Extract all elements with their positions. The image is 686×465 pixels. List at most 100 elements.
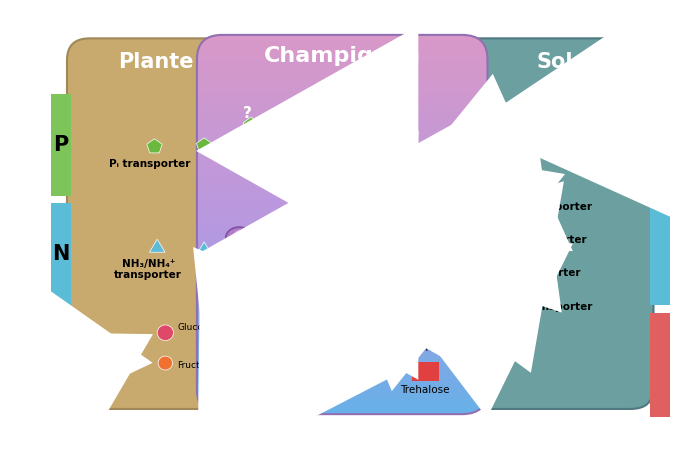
Text: P: P <box>53 135 69 155</box>
Ellipse shape <box>226 227 253 248</box>
Bar <box>197 225 488 232</box>
Text: C: C <box>53 355 69 375</box>
Ellipse shape <box>237 232 245 243</box>
Bar <box>197 357 488 365</box>
Bar <box>51 94 71 196</box>
Polygon shape <box>535 282 555 304</box>
Ellipse shape <box>458 191 466 201</box>
Circle shape <box>473 219 488 232</box>
Ellipse shape <box>454 221 466 237</box>
Bar <box>197 66 488 73</box>
Bar <box>197 376 488 384</box>
Polygon shape <box>253 226 267 237</box>
Ellipse shape <box>458 224 466 234</box>
Bar <box>197 111 488 118</box>
Ellipse shape <box>233 343 242 360</box>
Bar <box>197 364 488 371</box>
Bar <box>197 117 488 124</box>
Bar <box>212 343 237 360</box>
Polygon shape <box>552 106 569 121</box>
Bar <box>197 339 488 345</box>
Ellipse shape <box>233 246 242 264</box>
Text: Fructose: Fructose <box>177 361 215 370</box>
Polygon shape <box>521 107 538 123</box>
Bar <box>197 149 488 156</box>
Bar <box>650 94 670 196</box>
Text: ?: ? <box>216 321 222 334</box>
Bar <box>197 307 488 314</box>
Ellipse shape <box>454 254 466 270</box>
Polygon shape <box>525 183 541 196</box>
Bar <box>197 256 488 263</box>
Bar <box>197 237 488 244</box>
Bar <box>197 313 488 320</box>
Bar <box>197 142 488 150</box>
Bar <box>197 206 488 213</box>
Polygon shape <box>197 242 211 253</box>
Bar <box>197 54 488 61</box>
FancyBboxPatch shape <box>457 38 654 409</box>
Polygon shape <box>354 200 370 213</box>
Polygon shape <box>403 127 418 142</box>
Text: NO₃ transporter: NO₃ transporter <box>493 235 587 245</box>
Bar <box>197 105 488 112</box>
Bar <box>197 212 488 219</box>
Polygon shape <box>287 220 301 232</box>
Circle shape <box>285 333 300 349</box>
Bar <box>197 186 488 194</box>
Circle shape <box>537 216 554 232</box>
Ellipse shape <box>458 128 466 139</box>
Polygon shape <box>388 124 403 138</box>
Bar <box>197 275 488 282</box>
Polygon shape <box>474 121 490 136</box>
Bar <box>197 86 488 93</box>
Bar <box>650 203 670 305</box>
Text: Urea transporter: Urea transporter <box>493 302 592 312</box>
Polygon shape <box>147 139 163 153</box>
Bar <box>51 203 71 305</box>
Text: Polyphosphate: Polyphosphate <box>344 151 416 161</box>
Bar <box>197 345 488 352</box>
FancyBboxPatch shape <box>67 38 246 409</box>
Text: NH₃/NH₄⁺
transporter: NH₃/NH₄⁺ transporter <box>115 259 182 280</box>
Circle shape <box>354 233 370 249</box>
Ellipse shape <box>447 252 474 272</box>
Bar <box>197 218 488 226</box>
Circle shape <box>157 325 174 340</box>
Text: Trehalose: Trehalose <box>401 385 450 395</box>
Polygon shape <box>150 239 165 252</box>
Bar <box>197 332 488 339</box>
Bar <box>197 231 488 238</box>
Bar <box>197 389 488 396</box>
Text: Sol: Sol <box>537 52 573 72</box>
Bar <box>197 370 488 377</box>
Ellipse shape <box>447 186 474 206</box>
Bar <box>197 281 488 289</box>
Bar <box>197 123 488 131</box>
Bar <box>197 174 488 181</box>
Circle shape <box>97 343 112 357</box>
Polygon shape <box>236 136 252 150</box>
Bar <box>197 300 488 307</box>
Polygon shape <box>244 117 259 131</box>
Text: N: N <box>52 244 69 264</box>
Ellipse shape <box>260 358 268 368</box>
Bar <box>197 250 488 257</box>
Bar <box>197 199 488 206</box>
Bar <box>197 47 488 55</box>
Text: Sucrose: Sucrose <box>90 371 126 380</box>
Polygon shape <box>272 219 286 230</box>
Bar <box>197 383 488 390</box>
Bar <box>197 155 488 162</box>
Bar <box>197 351 488 358</box>
Bar <box>197 244 488 251</box>
Bar <box>197 294 488 301</box>
Ellipse shape <box>447 123 474 144</box>
Bar <box>197 262 488 270</box>
Text: AA transporter: AA transporter <box>493 268 580 278</box>
Text: Glucose: Glucose <box>177 323 213 332</box>
Bar <box>539 252 551 264</box>
Bar <box>212 246 237 264</box>
Polygon shape <box>341 127 356 142</box>
Ellipse shape <box>447 219 474 239</box>
